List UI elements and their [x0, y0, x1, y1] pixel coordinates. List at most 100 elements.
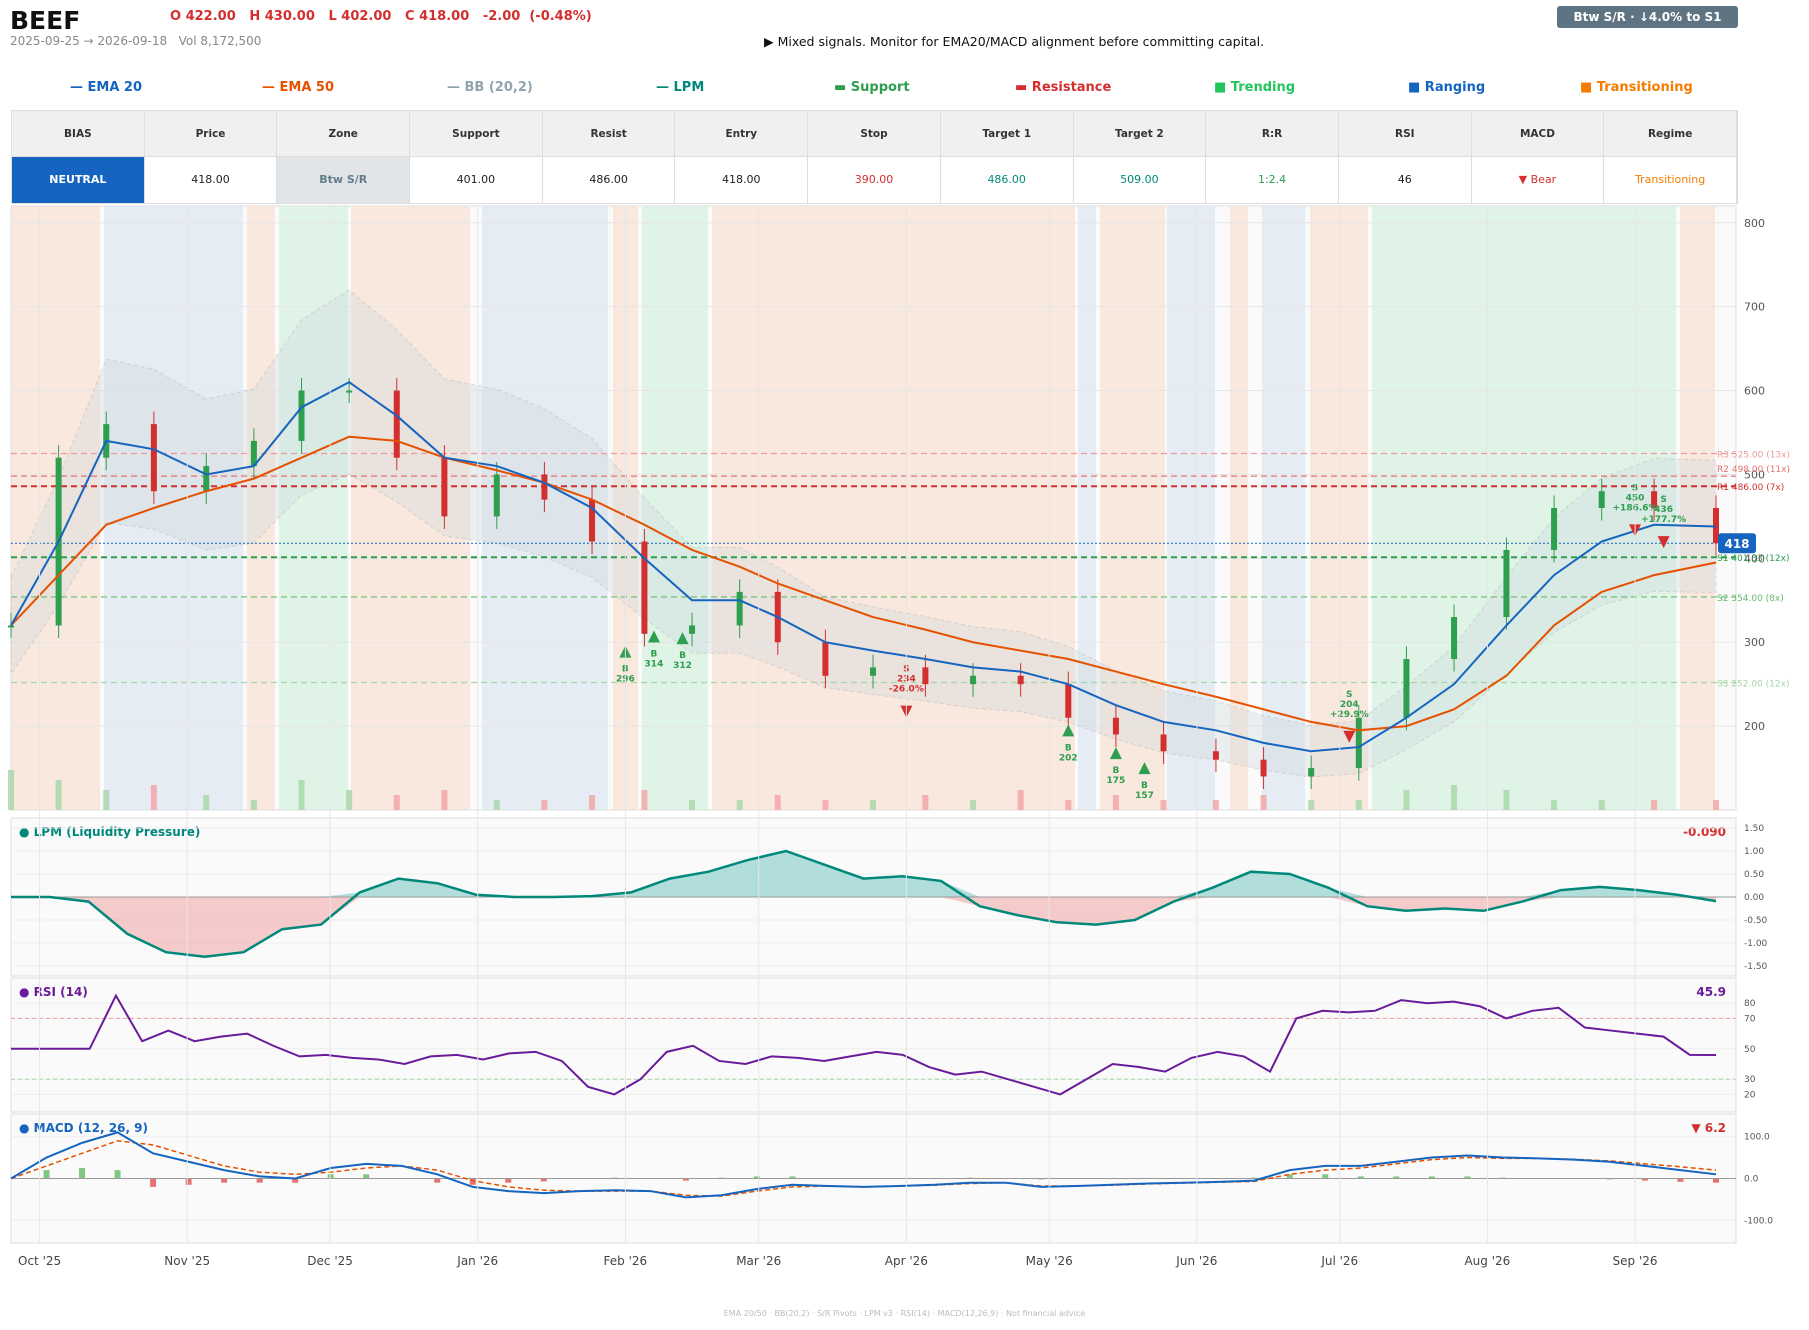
legend-item-resistance[interactable]: ▬ Resistance	[1015, 80, 1112, 95]
last-price-tag	[1718, 533, 1756, 554]
sr-level-label: S2 354.00 (8x)	[1717, 594, 1784, 604]
lpm-tick-label: -0.50	[1744, 916, 1768, 926]
volume-bar	[1451, 785, 1458, 810]
legend-item-transitioning[interactable]: ■ Transitioning	[1580, 80, 1693, 95]
candle-body	[1160, 734, 1167, 752]
legend-item-ranging[interactable]: ■ Ranging	[1408, 80, 1486, 95]
summary-value-entry: 418.00	[675, 157, 809, 203]
legend-item-trending[interactable]: ■ Trending	[1214, 80, 1296, 95]
summary-value-target-2: 509.00	[1073, 157, 1207, 203]
buy-signal-label: B	[1112, 766, 1119, 776]
summary-value-rsi: 46	[1338, 157, 1472, 203]
sell-signal-pct: +177.7%	[1641, 515, 1686, 525]
candle-body	[922, 667, 929, 685]
macd-histogram-bar	[1428, 1176, 1435, 1179]
buy-signal-marker	[647, 630, 660, 643]
buy-signal-marker	[1109, 747, 1122, 760]
lpm-tick-label: 1.00	[1744, 847, 1764, 857]
macd-histogram-bar	[434, 1178, 441, 1183]
legend-item-support[interactable]: ▬ Support	[834, 80, 910, 95]
candle-body	[822, 642, 829, 676]
sell-signal-marker	[1343, 730, 1356, 743]
volume-bar	[203, 795, 210, 810]
summary-header-bias: BIAS	[12, 111, 145, 157]
macd-histogram-bar	[1641, 1178, 1648, 1181]
candle-body	[1260, 759, 1267, 777]
volume-bar	[1713, 800, 1719, 810]
macd-title: ● MACD (12, 26, 9)	[19, 1121, 148, 1135]
summary-value-stop: 390.00	[808, 157, 941, 203]
signal-message: ▶ Mixed signals. Monitor for EMA20/MACD …	[764, 34, 1265, 49]
volume-bar	[641, 790, 648, 810]
candle-body	[541, 474, 548, 500]
macd-tick-label: 0.0	[1744, 1175, 1759, 1185]
lpm-title: ● LPM (Liquidity Pressure)	[19, 825, 200, 839]
buy-signal-marker	[676, 632, 689, 645]
last-price-tag-label: 418	[1724, 537, 1749, 551]
sr-level-label: R1 486.00 (7x)	[1717, 483, 1784, 493]
summary-header-regime: Regime	[1604, 111, 1737, 157]
legend-item-lpm[interactable]: — LPM	[656, 80, 705, 95]
volume-bar	[822, 800, 829, 810]
macd-histogram-bar	[1464, 1176, 1471, 1179]
x-tick-label: Dec '25	[307, 1254, 353, 1268]
lpm-last-value: -0.090	[1683, 825, 1726, 839]
volume-bar	[689, 800, 696, 810]
lpm-tick-label: 0.00	[1744, 893, 1764, 903]
summary-value-target-1: 486.00	[940, 157, 1074, 203]
macd-histogram-bar	[682, 1178, 689, 1181]
summary-value-r-r: 1:2.4	[1206, 157, 1339, 203]
macd-tick-label: -100.0	[1744, 1216, 1773, 1226]
macd-histogram-bar	[1393, 1176, 1400, 1179]
summary-header-resist: Resist	[542, 111, 676, 157]
legend-item-ema20[interactable]: — EMA 20	[70, 80, 143, 95]
lpm-tick-label: 1.50	[1744, 824, 1764, 834]
summary-value-macd: ▼ Bear	[1471, 157, 1605, 203]
candle-body	[1403, 659, 1410, 718]
chart-canvas: 200 300 400 500 600 700 800 R3 525.00 (13x) R2 4…	[8, 205, 1790, 1268]
summary-value-support: 401.00	[410, 157, 543, 203]
macd-last-value: ▼ 6.2	[1691, 1121, 1726, 1135]
candle-body	[441, 457, 448, 517]
sr-level-label: S3 252.00 (12x)	[1717, 679, 1789, 689]
volume-bar	[393, 795, 400, 810]
volume-bar	[1065, 800, 1072, 810]
volume-bar	[870, 800, 877, 810]
rsi-title: ● RSI (14)	[19, 985, 88, 999]
ohlc-readout: O 422.00 H 430.00 L 402.00 C 418.00 -2.0…	[170, 9, 592, 24]
volume-bar	[774, 795, 781, 810]
macd-histogram-bar	[505, 1178, 512, 1183]
x-tick-label: Feb '26	[604, 1254, 648, 1268]
price-tick-label: 400	[1744, 552, 1765, 565]
macd-histogram-bar	[1677, 1178, 1684, 1182]
candle-body	[1451, 617, 1458, 659]
candle-body	[870, 667, 877, 676]
macd-histogram-bar	[221, 1178, 228, 1183]
volume-bar	[1551, 800, 1558, 810]
chart-legend: — EMA 20 — EMA 50 — BB (20,2) — LPM ▬ Su…	[0, 80, 1740, 100]
volume-bar	[1308, 800, 1315, 810]
volume-bar	[1355, 800, 1362, 810]
summary-value-resist: 486.00	[542, 157, 676, 203]
macd-histogram-bar	[256, 1178, 263, 1183]
price-tick-label: 700	[1744, 301, 1765, 314]
macd-histogram-bar	[327, 1174, 334, 1179]
summary-value-price: 418.00	[144, 157, 278, 203]
legend-item-bb[interactable]: — BB (20,2)	[447, 80, 533, 95]
volume-bar	[1112, 795, 1119, 810]
candle-body	[1212, 751, 1219, 760]
ema50-line	[10, 435, 1717, 732]
x-tick-label: Apr '26	[885, 1254, 928, 1268]
macd-line	[10, 1131, 1717, 1199]
lpm-tick-label: -1.00	[1744, 939, 1768, 949]
candle-body	[346, 390, 353, 393]
x-tick-label: Jan '26	[456, 1254, 498, 1268]
volume-bar	[103, 790, 110, 810]
sell-signal-label: S	[1660, 495, 1666, 505]
footer-note: EMA 20/50 · BB(20,2) · S/R Pivots · LPM …	[723, 1309, 1086, 1318]
legend-item-ema50[interactable]: — EMA 50	[262, 80, 335, 95]
summary-header-r-r: R:R	[1206, 111, 1339, 157]
candle-body	[1598, 491, 1605, 508]
lpm-line	[11, 849, 1717, 959]
x-tick-label: May '26	[1026, 1254, 1073, 1268]
